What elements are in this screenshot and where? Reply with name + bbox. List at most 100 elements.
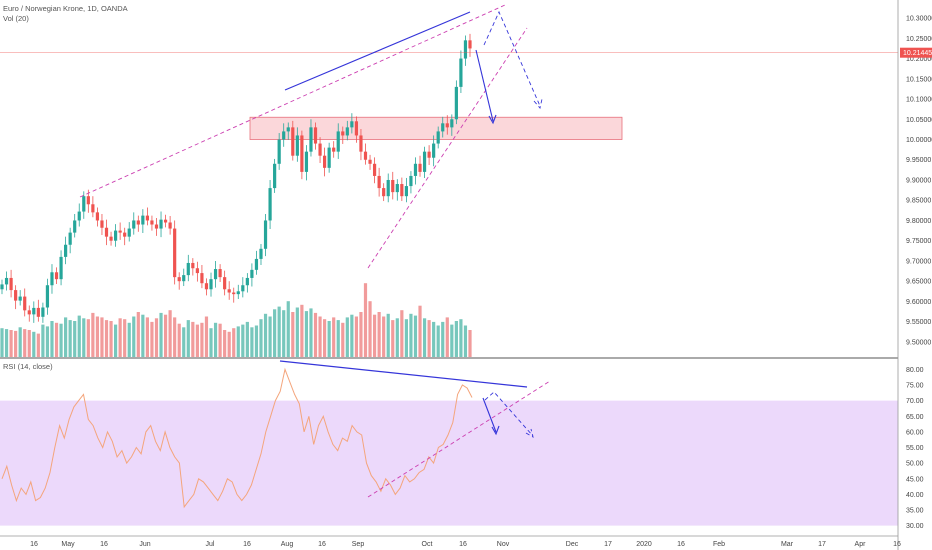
volume-bar (304, 311, 309, 357)
rsi-series (1, 367, 473, 509)
candle (345, 127, 349, 136)
volume-bar (163, 314, 168, 357)
candle (304, 151, 309, 172)
volume-bar (400, 310, 404, 357)
volume-bar (404, 319, 408, 357)
volume-bar (209, 328, 213, 357)
price-tick-label: 9.65000 (906, 279, 931, 286)
time-tick-label: 16 (30, 541, 38, 548)
candle (27, 310, 31, 315)
volume-bar (168, 310, 172, 357)
candle (245, 277, 249, 286)
time-tick-label: Apr (855, 541, 867, 548)
trend-drawings[interactable] (79, 4, 551, 498)
volume-bar (27, 330, 31, 357)
candle (450, 119, 454, 128)
price-tick-label: 9.80000 (906, 218, 931, 225)
candle (18, 296, 22, 301)
volume-bar (445, 317, 449, 357)
volume-legend[interactable]: Vol (20) (3, 14, 29, 23)
volume-bar (59, 323, 63, 357)
volume-bar (213, 322, 218, 357)
candle (195, 268, 199, 274)
symbol-legend[interactable]: Euro / Norwegian Krone, 1D, OANDA (3, 4, 128, 13)
volume-bar (318, 316, 322, 357)
candle (282, 131, 286, 140)
candle (286, 127, 290, 132)
volume-bar (0, 328, 4, 357)
time-tick-label: Jun (139, 541, 150, 548)
volume-bar (36, 333, 40, 357)
candle (295, 135, 299, 156)
last-price-label: 10.21445 (903, 50, 932, 57)
volume-bar (118, 318, 122, 357)
price-tick-label: 9.55000 (906, 319, 931, 326)
candle (277, 139, 281, 164)
candle (359, 135, 363, 152)
time-tick-label: Dec (566, 541, 579, 548)
time-tick-label: May (61, 541, 75, 548)
price-tick-label: 10.20000 (906, 56, 932, 63)
resistance-trendline (79, 4, 506, 198)
candle (313, 127, 318, 144)
volume-bar (127, 322, 131, 357)
candle (441, 123, 445, 132)
candle (241, 285, 245, 292)
candlestick-series (0, 33, 898, 323)
volume-bar (450, 324, 454, 357)
candle (113, 230, 118, 241)
volume-bar (113, 324, 118, 357)
candle (14, 290, 18, 301)
candle (159, 219, 163, 229)
volume-bar (104, 320, 109, 357)
volume-bars (0, 283, 472, 357)
candle (391, 179, 395, 193)
candle (163, 219, 168, 223)
price-zone-rectangle[interactable] (249, 116, 623, 140)
time-tick-label: Mar (781, 541, 794, 548)
volume-bar (141, 314, 145, 357)
volume-bar (359, 312, 363, 357)
price-tick-label: 9.85000 (906, 198, 931, 205)
candle (32, 307, 36, 315)
volume-bar (341, 322, 345, 357)
volume-bar (100, 317, 104, 357)
rsi-tick-label: 65.00 (906, 414, 924, 421)
time-tick-label: Jul (206, 541, 215, 548)
volume-bar (263, 313, 268, 357)
time-tick-label: 2020 (636, 541, 652, 548)
price-tick-label: 10.10000 (906, 97, 932, 104)
rsi-line (1, 367, 473, 509)
candle (9, 277, 13, 291)
candle (422, 151, 427, 172)
volume-bar (204, 316, 209, 357)
candle (168, 222, 172, 229)
candle (95, 212, 100, 221)
volume-bar (18, 327, 22, 357)
volume-bar (150, 321, 154, 357)
candle (332, 147, 336, 152)
rsi-legend[interactable]: RSI (14, close) (3, 362, 53, 371)
candle (23, 296, 27, 311)
volume-bar (327, 321, 331, 357)
volume-bar (368, 301, 372, 357)
price-projection-path (483, 10, 541, 107)
candle (50, 272, 54, 286)
candle (141, 215, 145, 225)
volume-bar (372, 314, 377, 357)
volume-bar (136, 312, 140, 357)
rsi-projection-arrowhead (525, 428, 534, 438)
rsi-projection-path (484, 391, 534, 437)
volume-bar (250, 327, 254, 357)
rsi-tick-label: 30.00 (906, 523, 924, 530)
volume-bar (418, 305, 422, 357)
candle (363, 151, 368, 160)
rsi-band (0, 400, 898, 526)
candle (150, 220, 154, 225)
volume-bar (95, 316, 100, 357)
volume-bar (9, 330, 13, 357)
candle (463, 40, 468, 59)
candle (418, 163, 422, 172)
candle (77, 211, 81, 221)
volume-bar (50, 321, 54, 357)
